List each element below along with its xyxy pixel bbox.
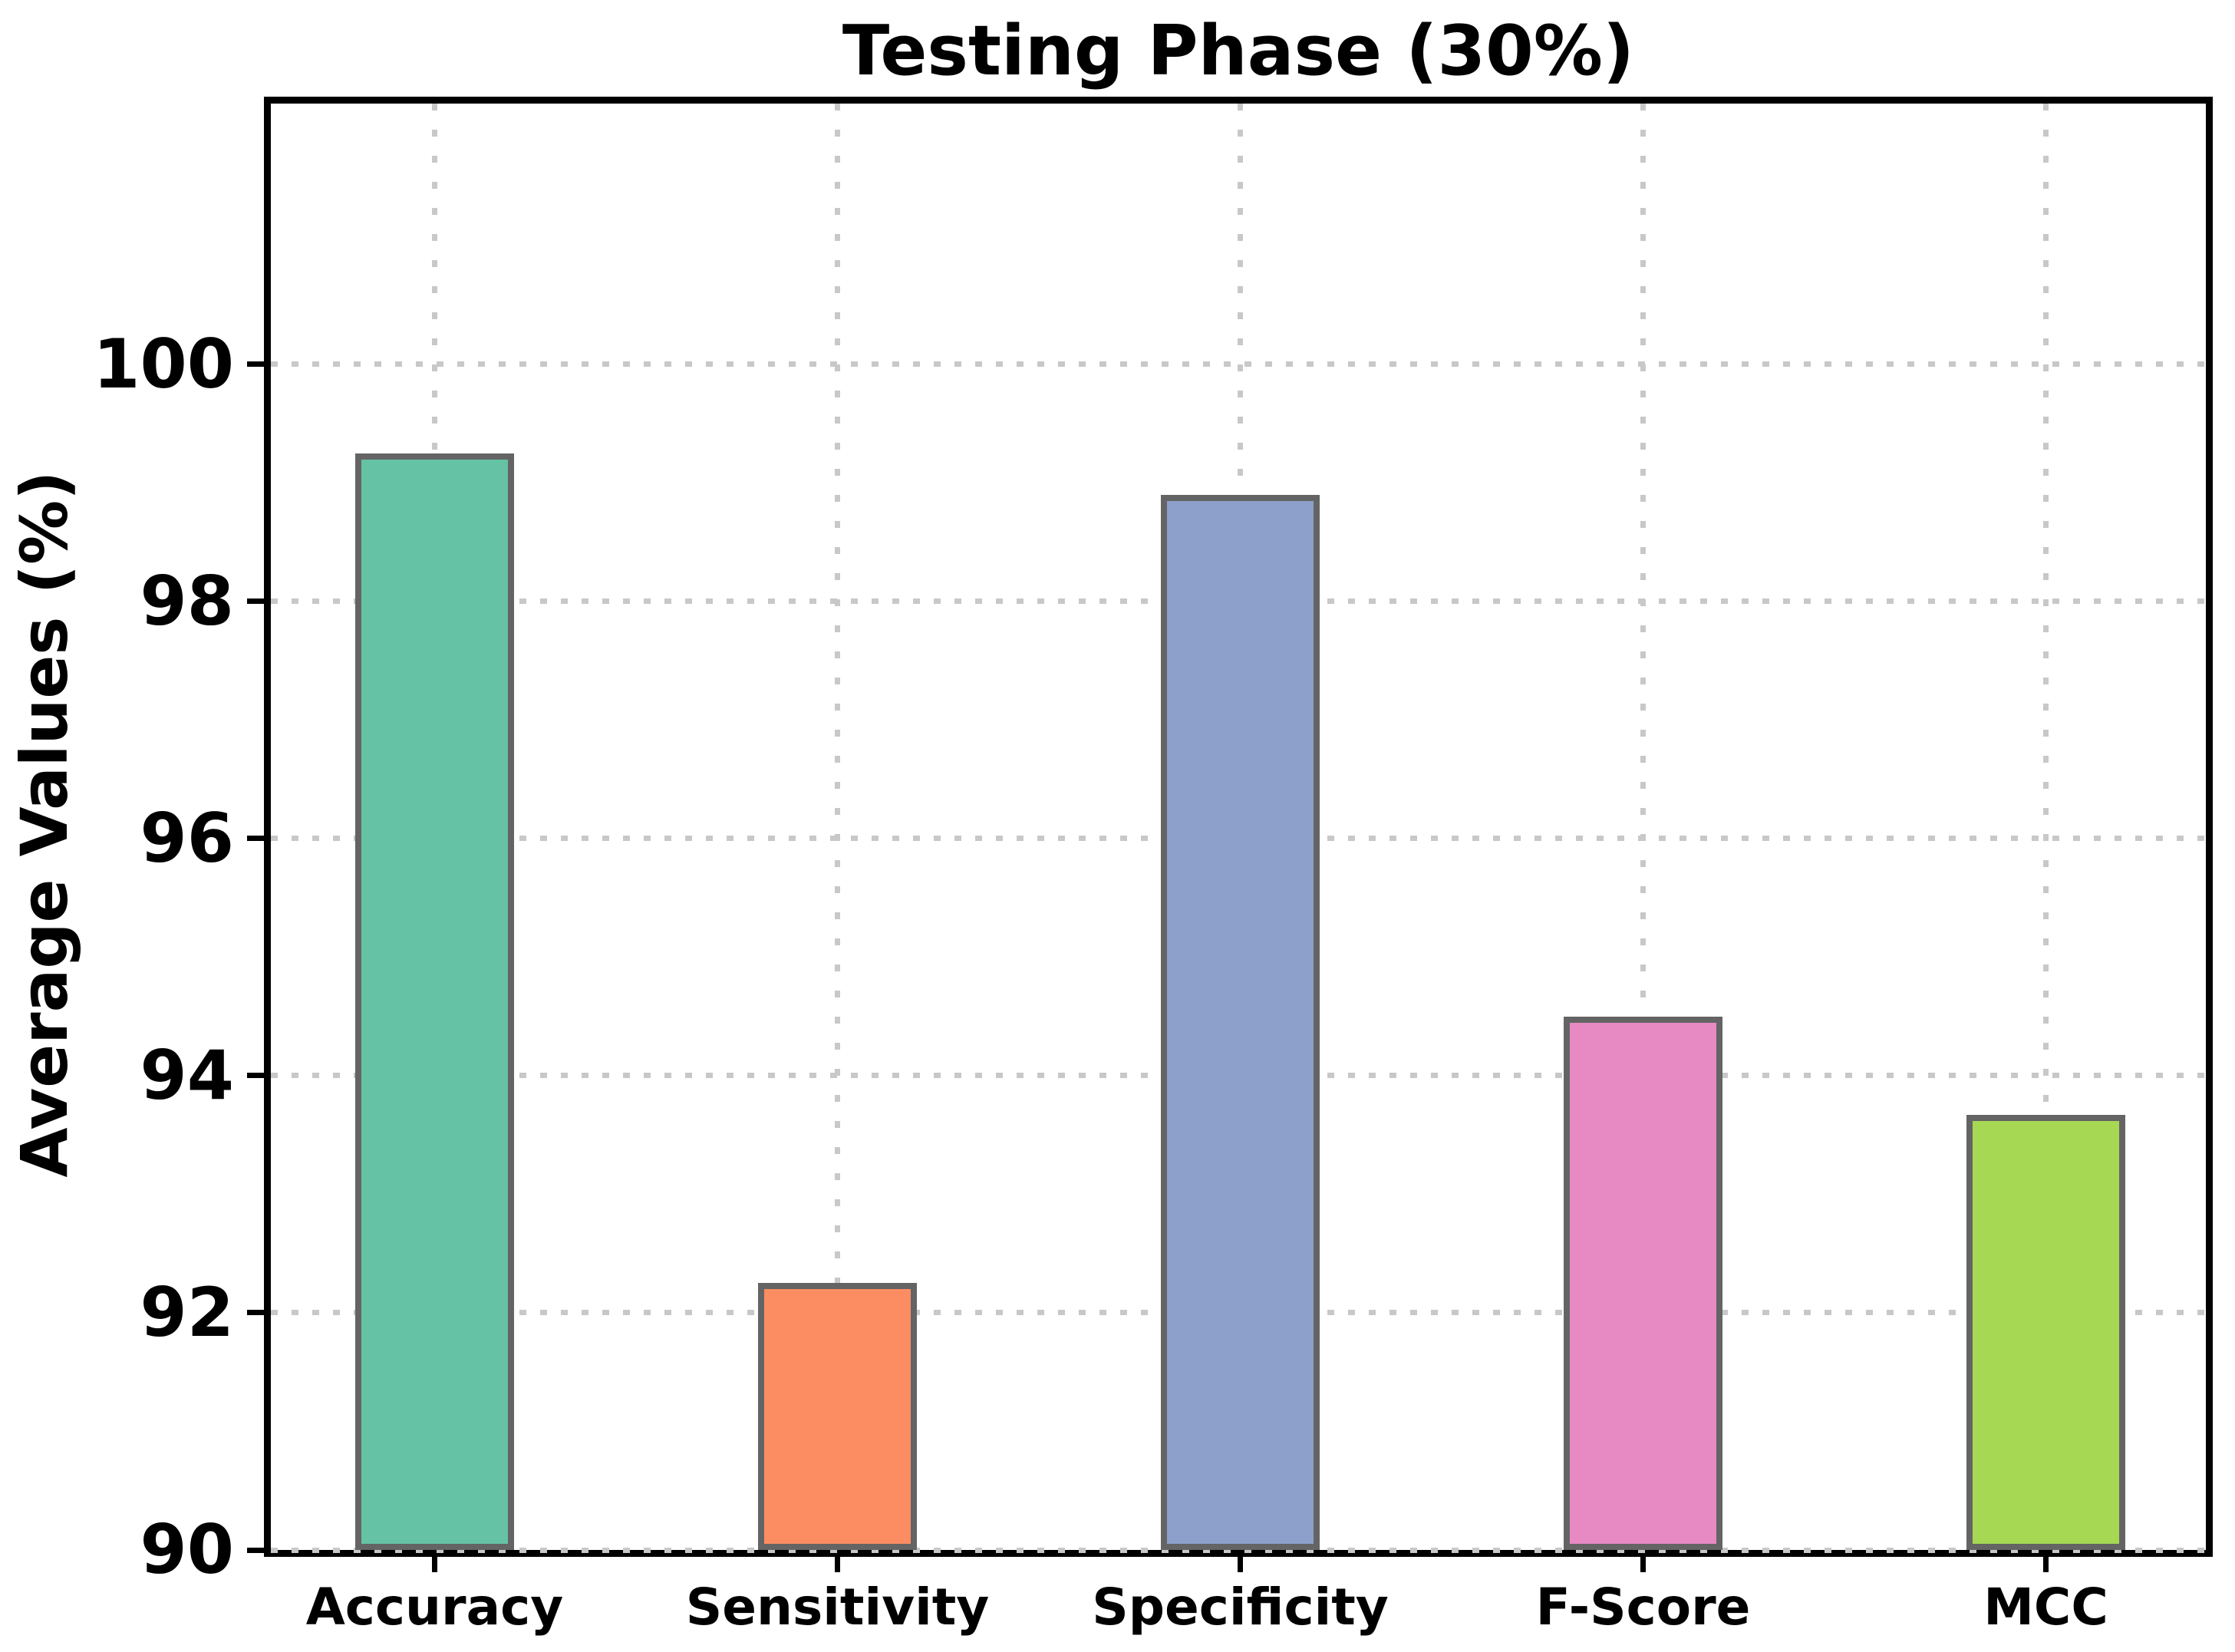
y-tick-mark-98 [247,598,264,605]
bar-f-score [1564,1016,1723,1550]
y-tick-label-100: 100 [93,324,234,404]
x-tick-mark-f-score [1640,1557,1647,1572]
x-tick-mark-specificity [1238,1557,1244,1572]
x-tick-label-specificity: Specificity [1092,1578,1389,1637]
bar-specificity [1161,494,1320,1550]
x-tick-label-f-score: F-Score [1535,1578,1751,1637]
y-axis-label: Average Values (%) [7,470,82,1178]
chart-title: Testing Phase (30%) [842,11,1635,91]
y-tick-mark-96 [247,836,264,842]
y-tick-label-90: 90 [140,1510,234,1589]
y-tick-label-96: 96 [140,798,234,878]
vertical-gridline-mcc [2043,104,2049,1550]
horizontal-gridline-90 [271,1547,2206,1553]
x-tick-mark-mcc [2043,1557,2049,1572]
plot-area: 90 92 94 96 98 100 Accuracy Sensitivity Specific… [93,97,2213,1633]
y-tick-label-94: 94 [140,1035,234,1115]
x-tick-mark-sensitivity [835,1557,841,1572]
vertical-gridline-sensitivity [835,104,841,1550]
bar-sensitivity [758,1283,918,1550]
bar-mcc [1966,1114,2126,1550]
y-tick-label-92: 92 [140,1272,234,1352]
y-tick-mark-90 [247,1547,264,1553]
x-tick-label-mcc: MCC [1983,1578,2108,1637]
y-tick-mark-92 [247,1310,264,1316]
bar-accuracy [355,453,514,1550]
y-tick-mark-100 [247,361,264,368]
x-tick-label-sensitivity: Sensitivity [685,1578,990,1637]
y-tick-mark-94 [247,1073,264,1079]
x-tick-label-accuracy: Accuracy [305,1578,564,1637]
x-tick-mark-accuracy [432,1557,437,1572]
vertical-gridline-f-score [1640,104,1647,1550]
y-tick-label-98: 98 [140,561,234,641]
